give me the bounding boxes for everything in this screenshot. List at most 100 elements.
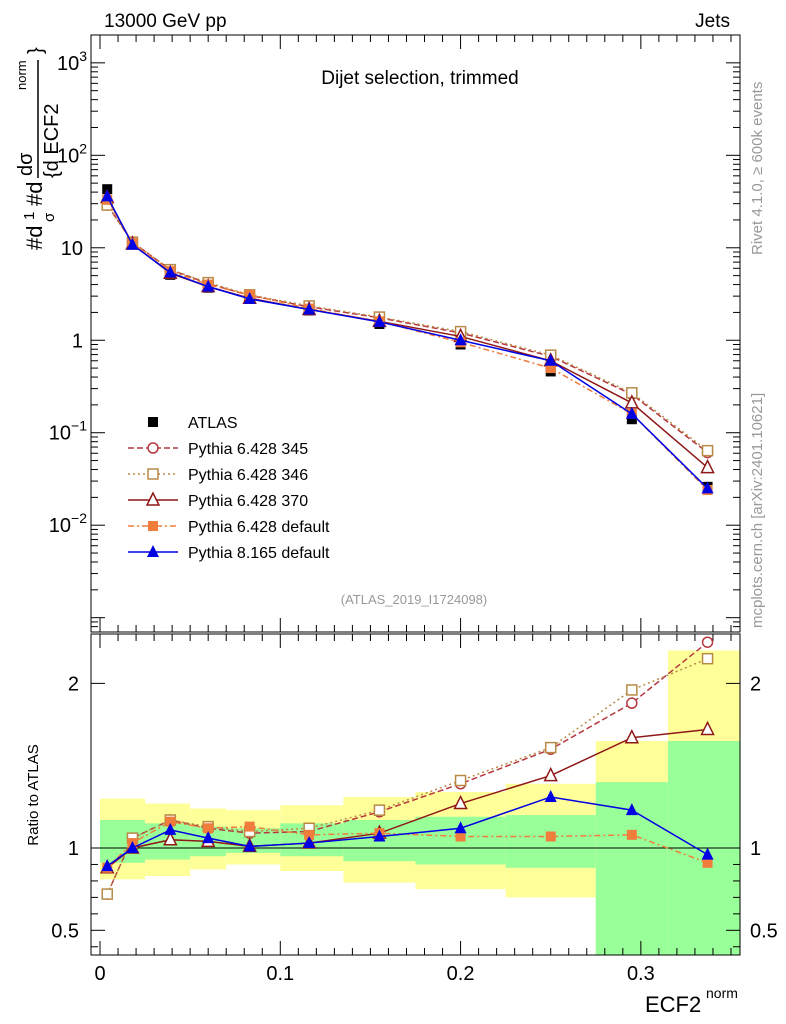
ratio-point: [373, 804, 386, 816]
legend-label: ATLAS: [188, 415, 238, 432]
data-point: [303, 302, 316, 315]
ratio-line: [106, 657, 708, 895]
data-point: [701, 481, 714, 494]
legend: ATLAS Pythia 6.428 345 Pythia 6.428 346 Pyt…: [128, 415, 330, 562]
ratio-y-tick-label: 0.5: [51, 920, 79, 942]
ratio-point: [702, 857, 713, 868]
data-point: [544, 353, 557, 366]
data-point: [700, 458, 715, 474]
ratio-point: [453, 794, 468, 810]
ylabel-d2: #d: [22, 182, 47, 206]
legend-marker: [147, 468, 159, 480]
ratio-point: [454, 774, 467, 787]
x-tick-label: 0.1: [266, 963, 294, 985]
ratio-point: [165, 816, 176, 827]
ratio-point: [126, 841, 139, 853]
ratio-point: [455, 831, 466, 842]
y-tick-label: 10−1: [49, 418, 87, 445]
plot-title: Dijet selection, trimmed: [321, 68, 518, 89]
uncertainty-bands: [100, 650, 740, 955]
ratio-point: [244, 821, 255, 832]
x-tick-label: 0: [94, 963, 105, 985]
ratio-frame-box: [90, 633, 741, 956]
x-axis-label-sup: norm: [706, 985, 738, 1001]
legend-marker: [147, 442, 159, 454]
legend-label: Pythia 6.428 370: [188, 493, 308, 510]
ratio-y-tick-label: 2: [68, 673, 79, 695]
ratio-point: [700, 720, 715, 736]
ratio-y-tick-label: 1: [68, 838, 79, 860]
analysis-id: (ATLAS_2019_I1724098): [341, 592, 487, 607]
data-point: [545, 363, 556, 374]
ratio-point: [544, 741, 557, 754]
band-inner: [100, 820, 119, 863]
legend-marker: [148, 417, 158, 427]
ratio-point: [164, 822, 177, 835]
ylabel-one: 1: [21, 212, 38, 220]
y-tick-label: 1: [72, 330, 83, 352]
ratio-point: [373, 829, 386, 842]
ratio-point: [625, 803, 638, 816]
ylabel-d1: #d: [22, 226, 47, 250]
data-point: [243, 291, 256, 304]
ratio-y-tick-label-right: 2: [750, 673, 761, 695]
x-axis-label: ECF2: [645, 992, 701, 1017]
ratio-point: [626, 684, 638, 696]
ratio-y-tick-label-right: 0.5: [750, 920, 778, 942]
ratio-point: [454, 821, 467, 834]
ratio-point: [243, 839, 256, 852]
ratio-point: [304, 829, 315, 840]
ratio-y-tick-label-right: 1: [750, 838, 761, 860]
legend-marker: [147, 545, 159, 557]
rivet-label: Rivet 4.1.0, ≥ 600k events: [749, 82, 766, 255]
y-tick-label: 10−2: [49, 510, 87, 537]
y-tick-label: 102: [57, 140, 87, 167]
legend-label: Pythia 8.165 default: [188, 545, 330, 562]
series-pythia-8-165-default: [101, 189, 714, 872]
main-ylabel: #d 1 σ #d dσ {d ECF2 norm }: [14, 47, 63, 250]
legend-marker: [145, 491, 161, 506]
data-point: [626, 414, 637, 425]
legend-marker: [148, 521, 158, 531]
data-point: [625, 406, 638, 419]
ylabel-decf2: {d ECF2: [41, 104, 63, 178]
ratio-point: [101, 859, 114, 872]
ratio-point: [701, 636, 714, 648]
data-point: [202, 279, 215, 292]
ratio-point: [543, 766, 558, 782]
mcplots-label: mcplots.cern.ch [arXiv:2401.10621]: [749, 393, 766, 628]
y-tick-label: 103: [57, 48, 87, 75]
data-point: [373, 314, 386, 327]
data-point: [454, 333, 467, 346]
main-frame: [90, 34, 741, 633]
ylabel-sigma: σ: [41, 212, 58, 222]
ratio-point: [701, 847, 714, 860]
ratio-plot-frame: 0.5 0.5 1 1 2 2 0 0.1 0.2 0.3: [51, 633, 778, 985]
header-right: Jets: [695, 11, 730, 32]
ratio-ylabel: Ratio to ATLAS: [25, 744, 42, 845]
ylabel-norm: norm: [14, 60, 29, 90]
data-point: [701, 444, 714, 457]
data-point: [101, 189, 114, 202]
ratio-point: [101, 888, 113, 900]
legend-label: Pythia 6.428 346: [188, 467, 308, 484]
ratio-point: [303, 836, 316, 849]
x-tick-label: 0.2: [447, 963, 475, 985]
ratio-point: [626, 829, 637, 840]
ratio-point: [163, 831, 178, 846]
ratio-point: [626, 697, 638, 709]
ratio-point: [545, 831, 556, 842]
legend-label: Pythia 6.428 345: [188, 441, 308, 458]
ylabel-close: }: [25, 47, 47, 54]
data-point: [164, 265, 177, 278]
ylabel-dsigma: dσ: [15, 152, 37, 176]
ratio-point: [203, 823, 214, 834]
data-point: [126, 237, 139, 250]
ratio-point: [701, 652, 714, 665]
ratio-point: [202, 831, 215, 844]
legend-label: Pythia 6.428 default: [188, 519, 330, 536]
x-tick-label: 0.3: [627, 963, 655, 985]
ratio-point: [624, 729, 640, 744]
